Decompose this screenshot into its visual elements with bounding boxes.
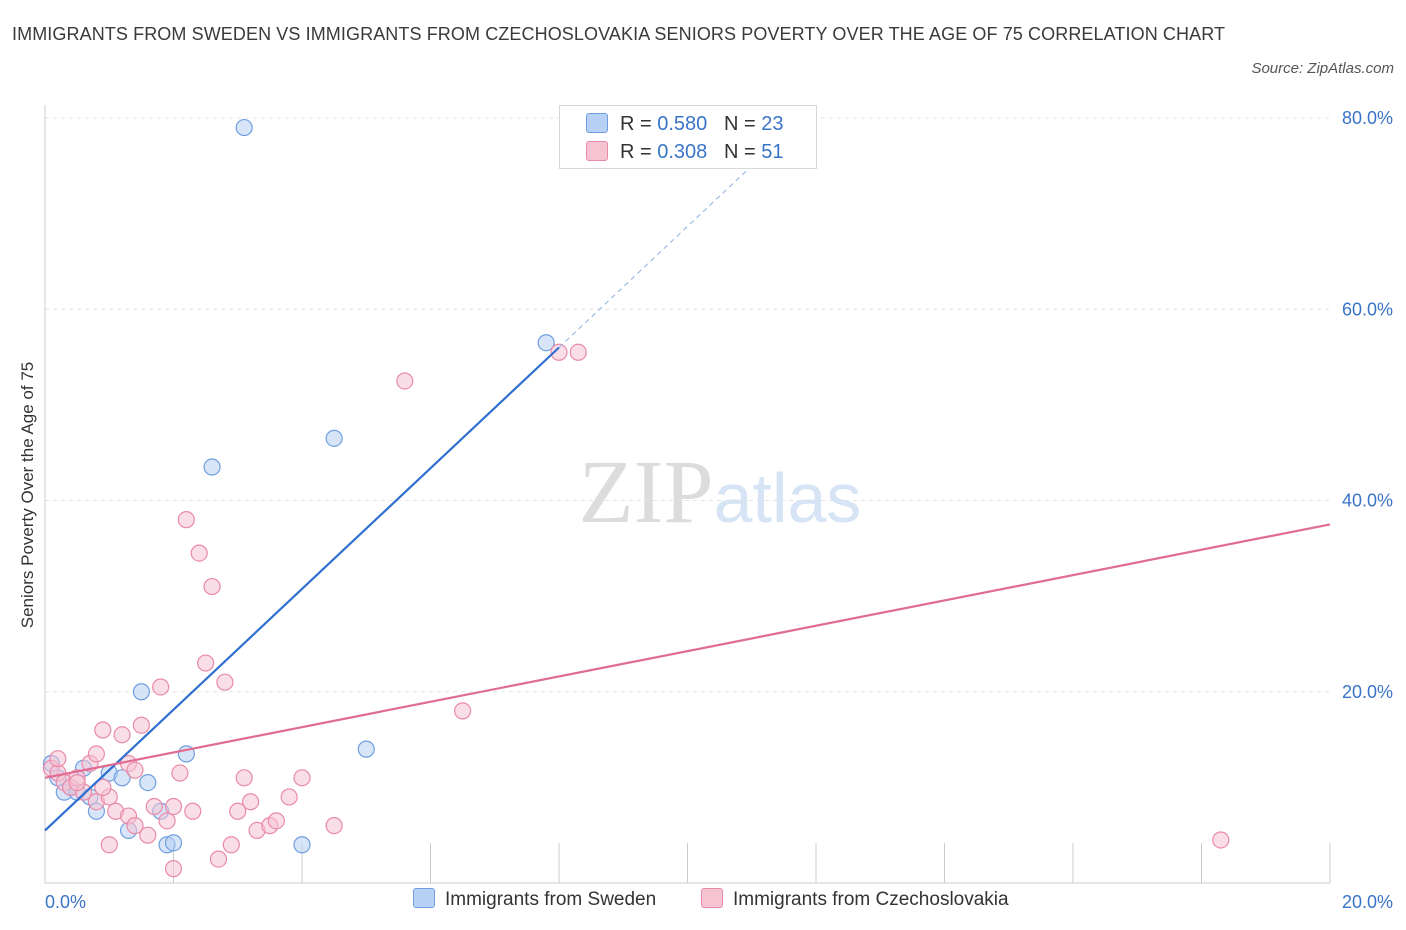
point-czechoslovakia-20: [152, 678, 170, 696]
point-czechoslovakia-40: [325, 817, 343, 835]
point-czechoslovakia-49: [126, 761, 144, 779]
point-czechoslovakia-26: [190, 544, 208, 562]
point-czechoslovakia-43: [550, 343, 568, 361]
legend-r-czechoslovakia: 0.308: [657, 141, 708, 163]
bottom-legend-czechoslovakia[interactable]: Immigrants from Czechoslovakia: [701, 888, 1009, 911]
point-czechoslovakia-22: [164, 860, 183, 878]
y-tick-label-1: 40.0%: [1342, 491, 1393, 511]
point-czechoslovakia-33: [235, 769, 253, 787]
point-czechoslovakia-21: [158, 812, 176, 830]
watermark-atlas: atlas: [714, 459, 862, 537]
point-czechoslovakia-9: [94, 721, 112, 739]
legend-n-czechoslovakia: 51: [761, 141, 784, 163]
bottom-legend-swatch-czechoslovakia: [701, 888, 723, 908]
grid-lines: [45, 117, 1330, 693]
point-sweden-18: [235, 118, 253, 137]
bottom-legend-label-czechoslovakia: Immigrants from Czechoslovakia: [733, 889, 1009, 910]
point-sweden-17: [203, 458, 221, 476]
trend-line-extension-sweden: [558, 165, 753, 348]
trend-lines: [44, 165, 1331, 832]
point-czechoslovakia-39: [293, 769, 311, 787]
legend-swatch-czechoslovakia: [586, 141, 608, 161]
point-czechoslovakia-8: [87, 745, 106, 763]
point-sweden-11: [132, 683, 150, 701]
y-tick-label-2: 60.0%: [1342, 299, 1393, 319]
point-czechoslovakia-34: [242, 793, 260, 811]
trend-line-czechoslovakia: [44, 523, 1331, 779]
point-czechoslovakia-28: [203, 577, 221, 596]
y-tick-label-0: 20.0%: [1342, 682, 1393, 702]
point-czechoslovakia-18: [139, 826, 157, 844]
point-czechoslovakia-44: [569, 343, 587, 361]
point-czechoslovakia-13: [113, 726, 131, 744]
point-czechoslovakia-41: [396, 372, 414, 390]
x-tick-label-1: 20.0%: [1342, 892, 1393, 912]
legend-r-label: R =: [620, 113, 652, 135]
point-sweden-15: [164, 834, 183, 852]
point-sweden-21: [357, 740, 375, 758]
point-czechoslovakia-25: [184, 802, 202, 820]
point-czechoslovakia-27: [197, 654, 215, 672]
point-czechoslovakia-37: [267, 812, 285, 830]
point-sweden-20: [325, 429, 343, 447]
legend-r-label: R =: [620, 141, 652, 163]
point-czechoslovakia-50: [164, 797, 183, 816]
y-tick-label-3: 80.0%: [1342, 108, 1393, 128]
point-sweden-9: [113, 769, 131, 787]
point-czechoslovakia-48: [94, 778, 112, 796]
point-czechoslovakia-38: [280, 788, 298, 806]
legend-n-label: N =: [723, 113, 756, 135]
point-czechoslovakia-19: [145, 797, 163, 816]
point-czechoslovakia-30: [216, 673, 234, 691]
watermark-zip: ZIP: [579, 443, 714, 542]
x-tick-label-0: 0.0%: [45, 892, 86, 912]
legend-r-sweden: 0.580: [657, 113, 708, 135]
point-czechoslovakia-31: [222, 836, 240, 854]
point-sweden-22: [537, 334, 555, 352]
point-czechoslovakia-46: [49, 750, 67, 768]
stats-legend: R = 0.580 N = 23 R = 0.308 N = 51: [559, 105, 817, 169]
bottom-legend-swatch-sweden: [413, 888, 435, 908]
watermark: ZIPatlas: [579, 443, 862, 542]
bottom-legend-sweden[interactable]: Immigrants from Sweden: [413, 888, 656, 911]
point-sweden-19: [293, 836, 311, 854]
tick-labels: 20.0% 40.0% 60.0% 80.0% 0.0% 20.0%: [45, 108, 1393, 912]
point-czechoslovakia-17: [132, 716, 150, 734]
bottom-legend-label-sweden: Immigrants from Sweden: [445, 889, 657, 910]
legend-row-czechoslovakia: R = 0.308 N = 51: [586, 139, 783, 165]
point-czechoslovakia-24: [177, 511, 195, 529]
point-czechoslovakia-23: [171, 764, 189, 782]
trend-line-sweden: [44, 346, 560, 832]
point-czechoslovakia-42: [454, 702, 472, 720]
legend-swatch-sweden: [586, 113, 608, 133]
source-label: Source: ZipAtlas.com: [1251, 60, 1394, 77]
legend-row-sweden: R = 0.580 N = 23: [586, 111, 783, 137]
point-czechoslovakia-16: [126, 817, 144, 835]
point-czechoslovakia-32: [229, 802, 247, 820]
legend-n-label: N =: [723, 141, 756, 163]
legend-n-sweden: 23: [761, 113, 784, 135]
point-czechoslovakia-47: [68, 773, 86, 792]
point-czechoslovakia-45: [1212, 831, 1230, 849]
point-czechoslovakia-29: [209, 850, 228, 868]
point-czechoslovakia-11: [100, 836, 118, 854]
point-sweden-12: [139, 773, 157, 792]
chart-title: IMMIGRANTS FROM SWEDEN VS IMMIGRANTS FRO…: [12, 24, 1226, 44]
